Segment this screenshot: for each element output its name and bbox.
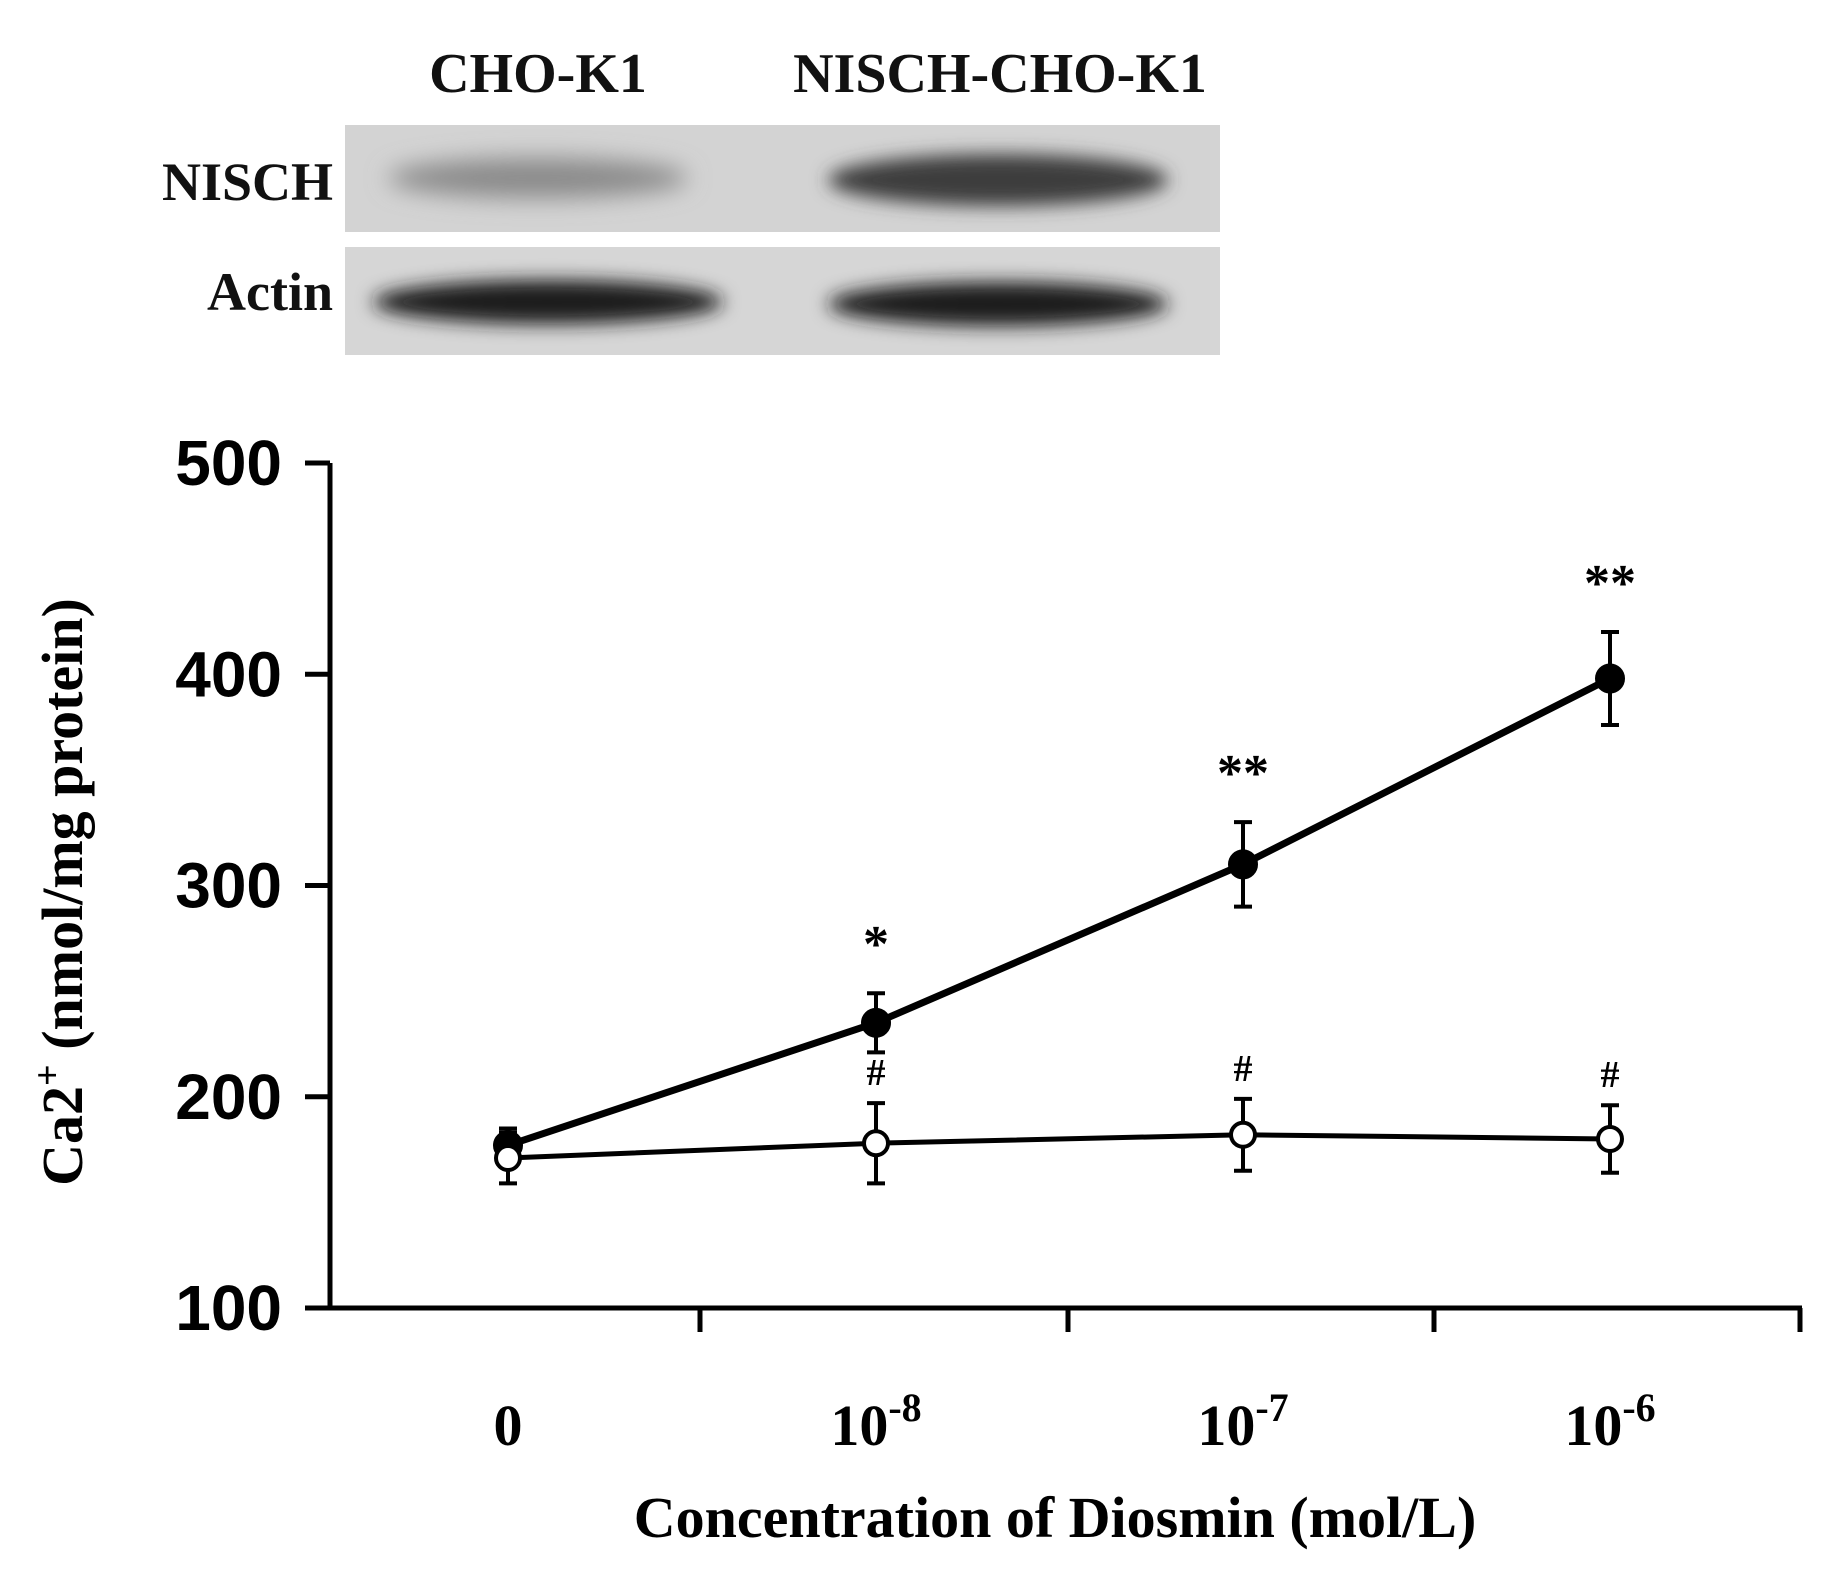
y-axis-title: Ca2+ (nmol/mg protein) bbox=[27, 598, 95, 1186]
series-2: # # # bbox=[494, 1048, 1624, 1186]
y-axis-title-rest: (nmol/mg protein) bbox=[30, 598, 95, 1064]
band-actin-cho-k1 bbox=[373, 280, 723, 324]
series-layer: *****# # # bbox=[493, 555, 1636, 1186]
x-tick-label: 0 bbox=[494, 1393, 523, 1458]
data-point bbox=[862, 1129, 890, 1158]
blot-row-label-actin: Actin bbox=[207, 262, 333, 322]
band-actin-nisch-cho-k1 bbox=[828, 282, 1168, 326]
x-axis: 0 10-8 10-7 10-6 bbox=[330, 1305, 1803, 1458]
significance-marker: # bbox=[1234, 1048, 1253, 1090]
y-ticks: 100 200 300 400 500 bbox=[175, 427, 330, 1344]
data-point bbox=[1596, 1125, 1624, 1153]
x-tick-label: 10-6 bbox=[1564, 1385, 1655, 1458]
data-point bbox=[861, 1007, 891, 1038]
x-tick-labels: 0 10-8 10-7 10-6 bbox=[494, 1385, 1656, 1458]
y-tick-label: 100 bbox=[175, 1272, 282, 1344]
series-1: ***** bbox=[493, 555, 1636, 1165]
y-tick-label: 200 bbox=[175, 1061, 282, 1133]
significance-marker: # bbox=[867, 1052, 886, 1094]
y-tick-label: 500 bbox=[175, 427, 282, 499]
series-2-line bbox=[507, 1132, 1611, 1161]
data-point bbox=[1228, 849, 1258, 880]
data-point bbox=[1229, 1120, 1257, 1149]
data-point bbox=[494, 1144, 522, 1173]
significance-marker: * bbox=[863, 916, 889, 973]
blot-strip-nisch bbox=[345, 125, 1220, 232]
y-axis-title-main: Ca2 bbox=[30, 1086, 95, 1186]
western-blot: CHO-K1 NISCH-CHO-K1 NISCH Actin bbox=[162, 43, 1220, 355]
line-chart: 100 200 300 400 500 0 10-8 10-7 10-6 Concentrat… bbox=[27, 427, 1803, 1550]
significance-marker: ** bbox=[1217, 745, 1269, 802]
blot-strip-actin bbox=[345, 247, 1220, 355]
y-tick-label: 300 bbox=[175, 850, 282, 922]
x-tick-label: 10-8 bbox=[830, 1385, 921, 1458]
blot-column-label-nisch-cho-k1: NISCH-CHO-K1 bbox=[793, 43, 1207, 105]
x-tick-label: 10-7 bbox=[1197, 1385, 1288, 1458]
significance-marker: # bbox=[1601, 1054, 1620, 1096]
band-nisch-cho-k1 bbox=[388, 158, 688, 198]
significance-marker: ** bbox=[1584, 555, 1636, 612]
series-1-line bbox=[506, 675, 1612, 1149]
band-nisch-nisch-cho-k1 bbox=[828, 154, 1168, 206]
y-axis-title-sup: + bbox=[27, 1064, 69, 1086]
y-tick-label: 400 bbox=[175, 638, 282, 710]
data-point bbox=[1595, 663, 1625, 694]
y-axis: 100 200 300 400 500 bbox=[175, 427, 333, 1344]
blot-row-label-nisch: NISCH bbox=[162, 152, 333, 212]
x-axis-title: Concentration of Diosmin (mol/L) bbox=[634, 1485, 1477, 1550]
blot-column-label-cho-k1: CHO-K1 bbox=[429, 43, 647, 105]
